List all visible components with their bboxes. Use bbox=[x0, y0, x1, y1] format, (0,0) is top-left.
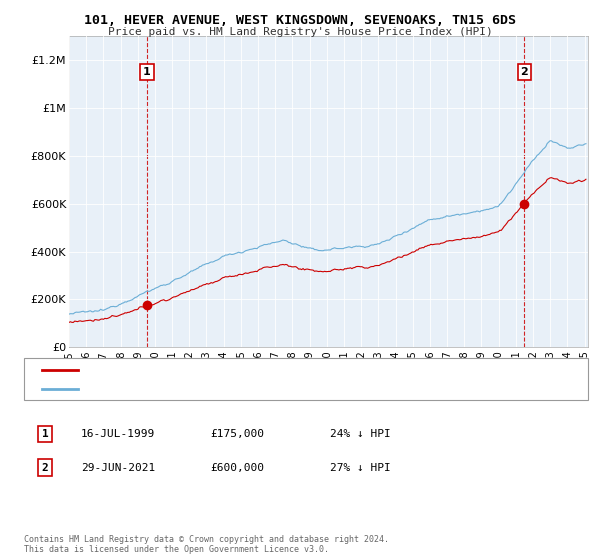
Text: Contains HM Land Registry data © Crown copyright and database right 2024.
This d: Contains HM Land Registry data © Crown c… bbox=[24, 535, 389, 554]
Text: Price paid vs. HM Land Registry's House Price Index (HPI): Price paid vs. HM Land Registry's House … bbox=[107, 27, 493, 37]
Text: 1: 1 bbox=[143, 67, 151, 77]
Text: £600,000: £600,000 bbox=[210, 463, 264, 473]
Text: 27% ↓ HPI: 27% ↓ HPI bbox=[330, 463, 391, 473]
Text: 1: 1 bbox=[41, 429, 49, 439]
Text: 101, HEVER AVENUE, WEST KINGSDOWN, SEVENOAKS, TN15 6DS: 101, HEVER AVENUE, WEST KINGSDOWN, SEVEN… bbox=[84, 14, 516, 27]
Text: £175,000: £175,000 bbox=[210, 429, 264, 439]
Text: 2: 2 bbox=[41, 463, 49, 473]
Text: 101, HEVER AVENUE, WEST KINGSDOWN, SEVENOAKS, TN15 6DS (detached house): 101, HEVER AVENUE, WEST KINGSDOWN, SEVEN… bbox=[87, 365, 504, 375]
Text: 16-JUL-1999: 16-JUL-1999 bbox=[81, 429, 155, 439]
Text: 24% ↓ HPI: 24% ↓ HPI bbox=[330, 429, 391, 439]
Text: 2: 2 bbox=[520, 67, 528, 77]
Text: HPI: Average price, detached house, Sevenoaks: HPI: Average price, detached house, Seve… bbox=[87, 384, 352, 394]
Text: 29-JUN-2021: 29-JUN-2021 bbox=[81, 463, 155, 473]
